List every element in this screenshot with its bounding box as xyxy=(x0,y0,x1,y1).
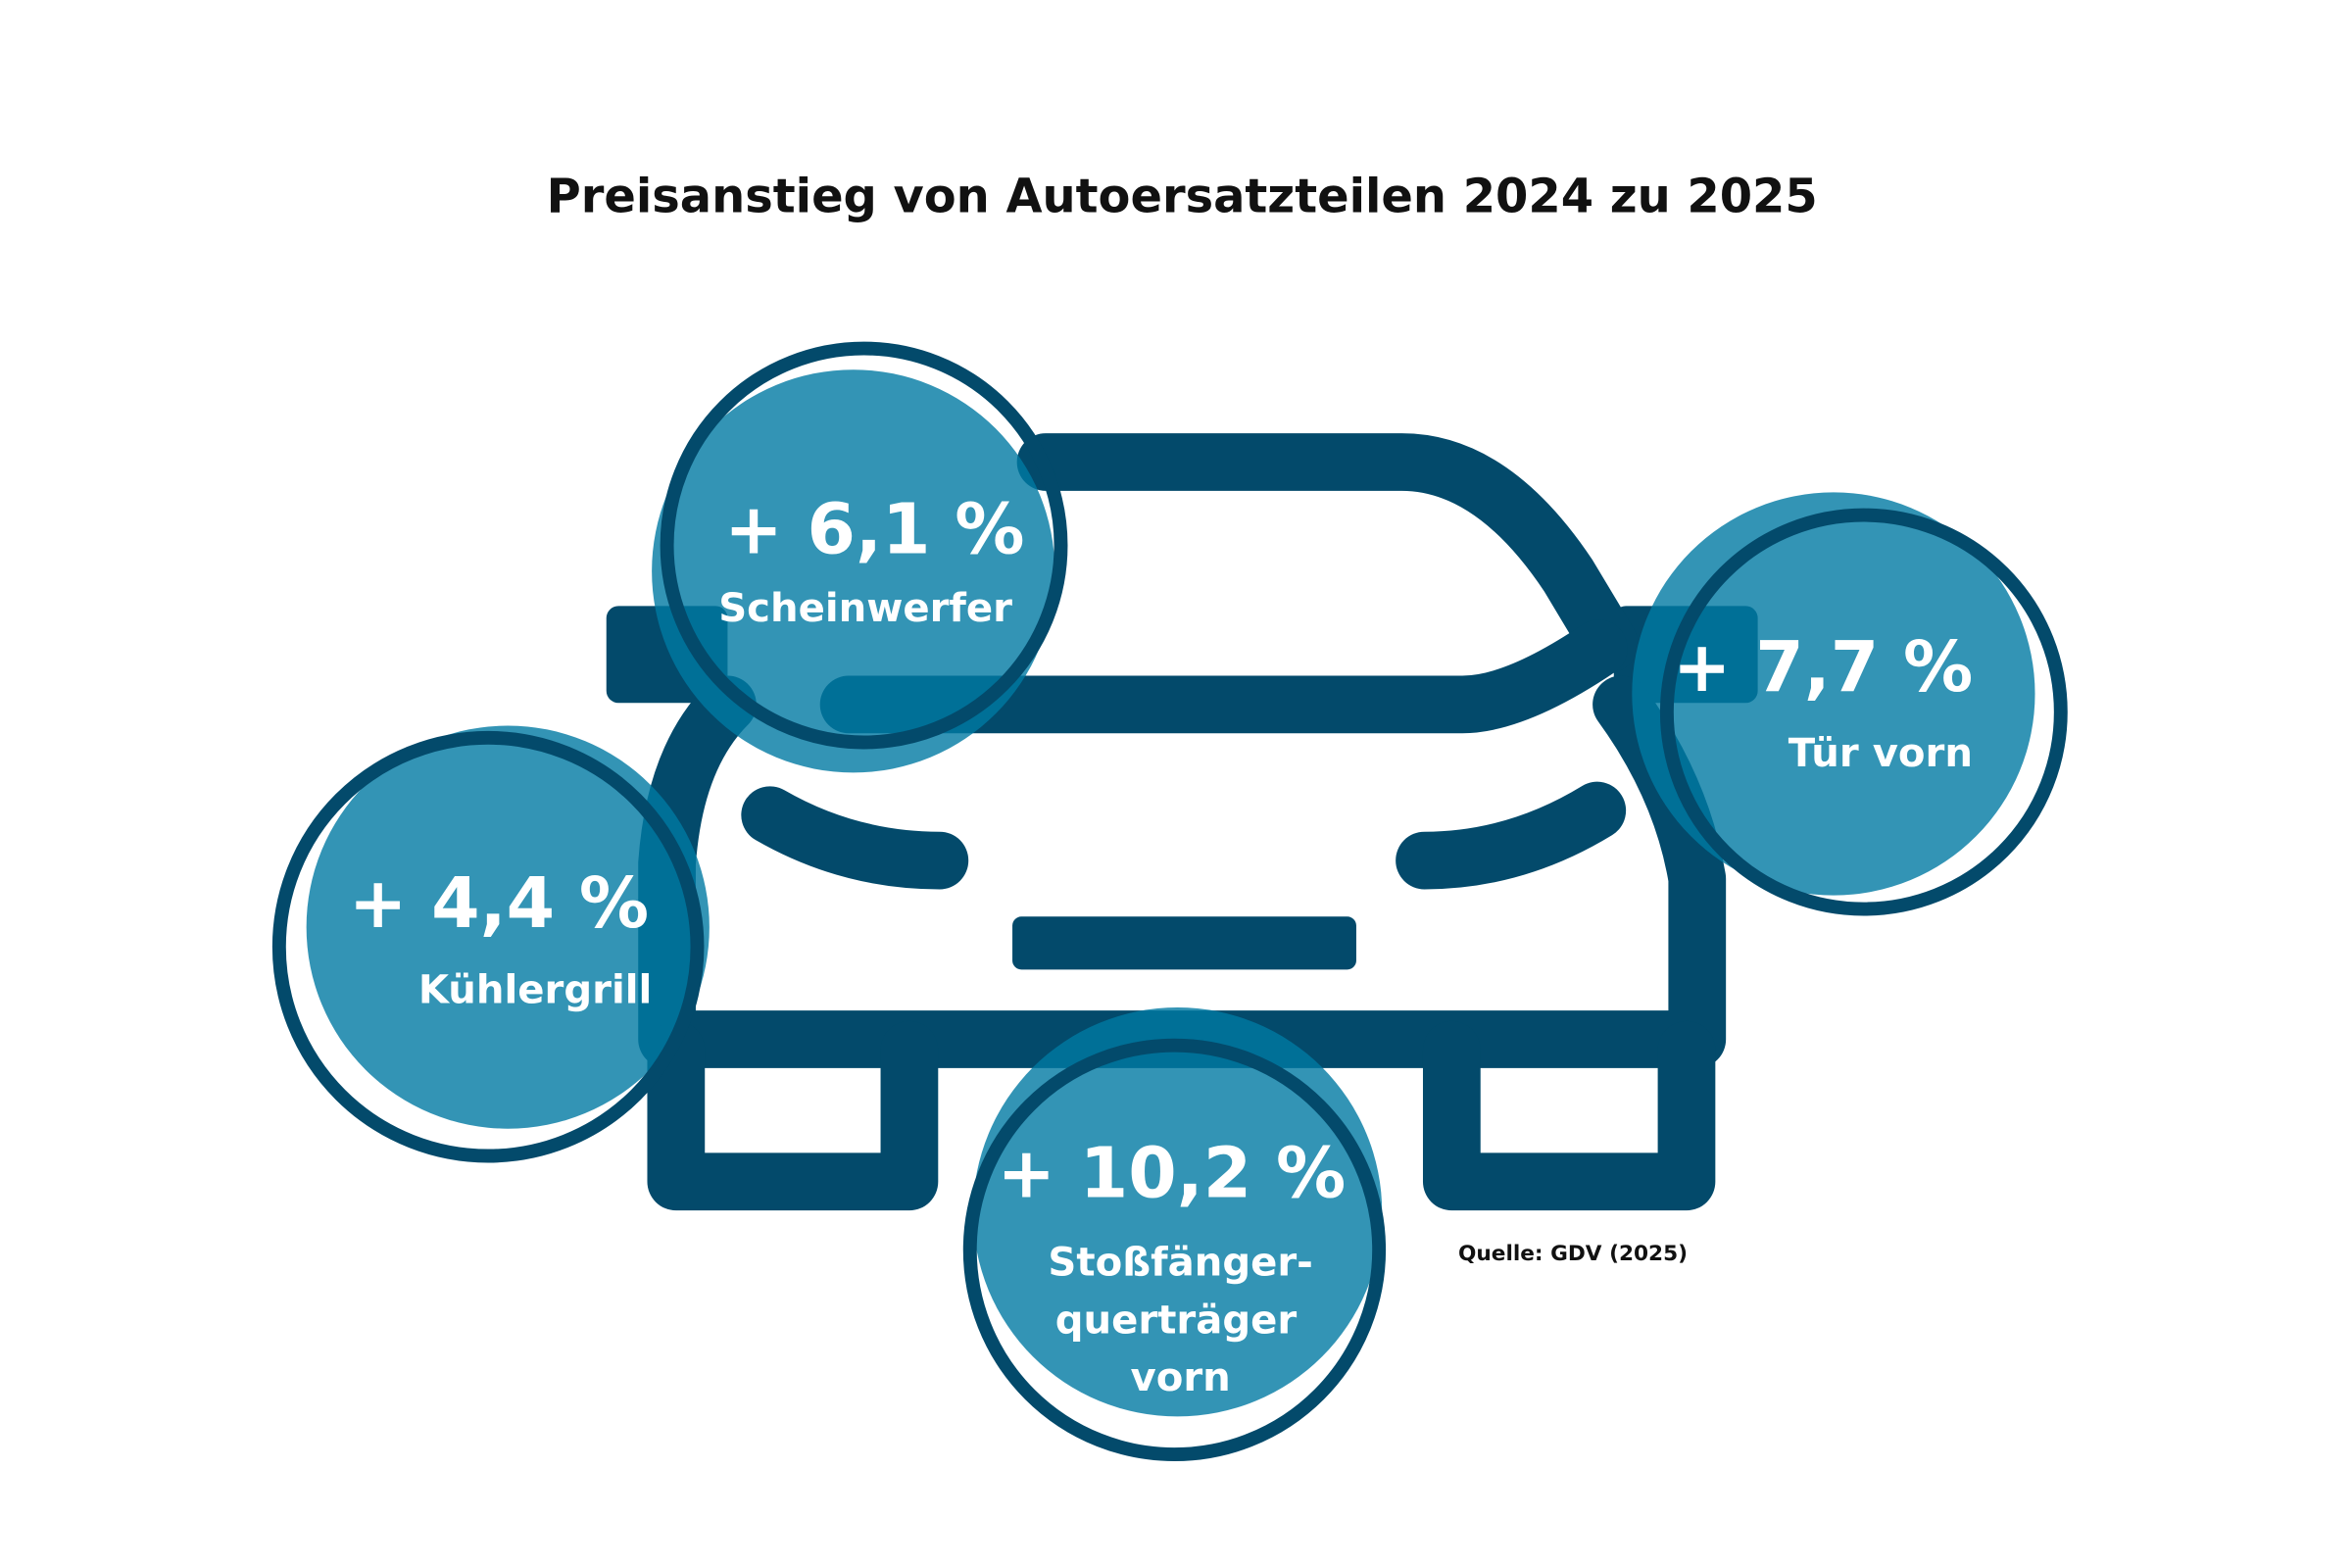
bubble-kuehlergrill: + 4,4 % Kühlergrill xyxy=(271,725,710,1163)
part-label: vorn xyxy=(1131,1355,1231,1400)
bubble-ring xyxy=(660,341,1068,750)
right-headlight xyxy=(1396,781,1627,890)
bubble-ring xyxy=(962,1038,1387,1462)
right-wheel xyxy=(1422,1020,1716,1211)
left-wheel xyxy=(647,1020,939,1211)
source-note: Quelle: GDV (2025) xyxy=(1458,1242,1688,1266)
part-label: querträger xyxy=(1055,1298,1298,1343)
bubble-stossfaenger: + 10,2 % Stoßfänger- querträger vorn xyxy=(962,1007,1387,1462)
grill xyxy=(1012,916,1356,970)
percent-value: + 10,2 % xyxy=(997,1132,1346,1213)
bubble-tuer-vorn: + 7,7 % Tür vorn xyxy=(1632,492,2068,916)
part-label: Scheinwerfer xyxy=(718,586,1012,631)
part-label: Stoßfänger- xyxy=(1048,1241,1312,1286)
percent-value: + 7,7 % xyxy=(1673,626,1973,708)
left-headlight xyxy=(741,786,969,890)
percent-value: + 4,4 % xyxy=(349,862,649,944)
page-title: Preisanstieg von Autoersatzteilen 2024 z… xyxy=(547,170,1818,223)
part-label: Tür vorn xyxy=(1788,731,1973,776)
car-roof xyxy=(1016,433,1639,673)
percent-value: + 6,1 % xyxy=(724,488,1024,569)
window-line xyxy=(819,619,1628,734)
bubble-ring xyxy=(1659,508,2068,916)
bubble-scheinwerfer: + 6,1 % Scheinwerfer xyxy=(652,341,1068,773)
part-label: Kühlergrill xyxy=(418,967,652,1012)
bubble-ring xyxy=(271,730,705,1163)
